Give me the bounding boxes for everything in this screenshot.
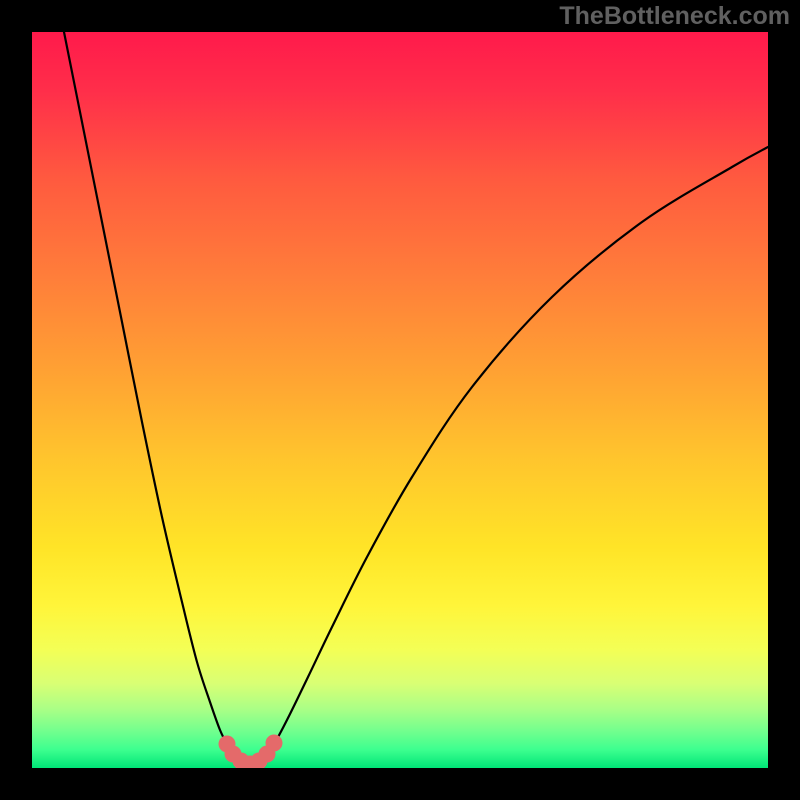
plot-area bbox=[32, 32, 768, 768]
watermark-text: TheBottleneck.com bbox=[559, 2, 790, 31]
chart-frame: TheBottleneck.com bbox=[0, 0, 800, 800]
plot-svg bbox=[32, 32, 768, 768]
gradient-background bbox=[32, 32, 768, 768]
curve-marker bbox=[266, 735, 283, 752]
